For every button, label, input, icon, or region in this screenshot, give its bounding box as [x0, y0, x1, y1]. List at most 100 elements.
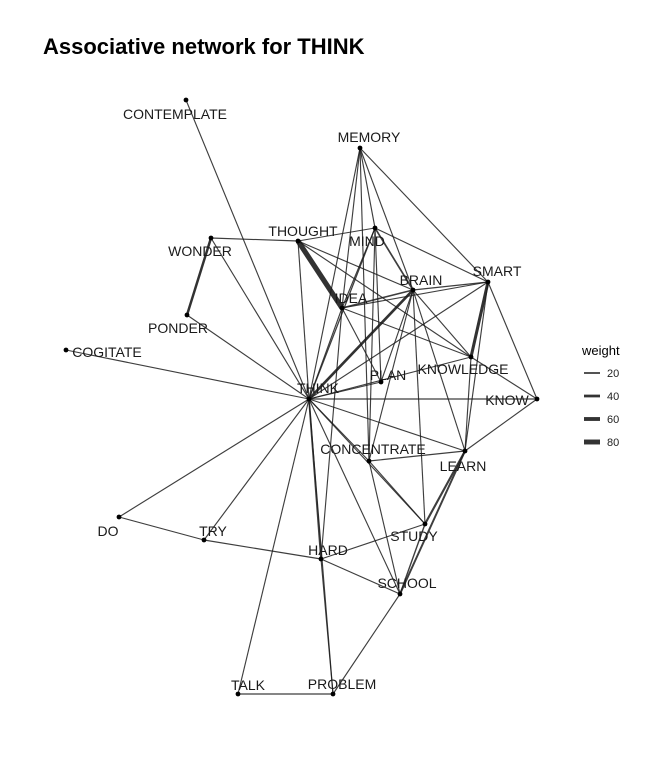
node-ponder: [184, 312, 190, 318]
edge-memory-idea: [341, 147, 361, 309]
edge-try-hard: [203, 539, 322, 560]
node-talk: [235, 691, 241, 697]
edge-think-thought: [297, 240, 310, 400]
node-do: [116, 514, 122, 520]
node-wonder: [208, 235, 214, 241]
edge-hard-problem: [320, 558, 334, 695]
legend-label-40: 40: [607, 391, 619, 403]
node-label-talk: TALK: [231, 677, 266, 693]
node-label-memory: MEMORY: [338, 129, 401, 145]
weight-legend: weight 20 40 60 80: [581, 343, 620, 449]
edge-study-hard: [320, 523, 426, 560]
chart-title: Associative network for THINK: [43, 34, 365, 59]
node-label-concentrate: CONCENTRATE: [320, 441, 426, 457]
edge-smart-know: [487, 281, 538, 400]
edge-memory-brain: [359, 147, 414, 291]
node-label-plan: PLAN: [370, 367, 407, 383]
edge-think-contemplate: [185, 99, 310, 400]
edge-think-do: [118, 398, 310, 518]
legend-items: 20 40 60 80: [584, 368, 619, 449]
edge-think-school: [308, 398, 401, 595]
edge-knowledge-learn: [464, 356, 472, 452]
node-hard: [318, 556, 324, 562]
edge-hard-school: [320, 558, 401, 595]
nodes-layer: [63, 97, 540, 697]
node-label-study: STUDY: [390, 528, 438, 544]
edge-do-try: [118, 516, 205, 541]
edge-think-talk: [237, 398, 310, 695]
node-label-mind: MIND: [349, 233, 385, 249]
edge-concentrate-study: [368, 460, 426, 525]
edge-think-idea: [308, 307, 343, 400]
edge-study-school: [399, 523, 426, 595]
legend-label-80: 80: [607, 437, 619, 449]
node-smart: [485, 279, 491, 285]
legend-label-20: 20: [607, 368, 619, 380]
edge-wonder-ponder: [185, 237, 213, 316]
node-label-school: SCHOOL: [377, 575, 436, 591]
edge-brain-concentrate: [368, 289, 414, 462]
node-label-wonder: WONDER: [168, 243, 232, 259]
node-study: [422, 521, 428, 527]
edge-thought-wonder: [210, 237, 299, 242]
node-problem: [330, 691, 336, 697]
edge-learn-study: [424, 450, 466, 525]
node-label-try: TRY: [199, 523, 227, 539]
edge-smart-knowledge: [469, 281, 490, 358]
node-thought: [295, 238, 301, 244]
node-learn: [462, 448, 468, 454]
node-label-smart: SMART: [473, 263, 522, 279]
edge-mind-concentrate: [368, 227, 376, 462]
edge-concentrate-school: [368, 460, 401, 595]
edge-brain-learn: [412, 289, 466, 452]
edge-idea-hard: [320, 307, 343, 560]
node-think: [306, 396, 312, 402]
legend-label-60: 60: [607, 414, 619, 426]
edge-brain-smart: [412, 281, 489, 291]
node-label-brain: BRAIN: [400, 272, 443, 288]
legend-title: weight: [581, 343, 620, 358]
node-brain: [410, 287, 416, 293]
edge-concentrate-learn: [368, 450, 466, 462]
edge-brain-idea: [341, 289, 414, 309]
node-label-idea: IDEA: [335, 290, 368, 306]
node-mind: [372, 225, 378, 231]
edge-think-smart: [308, 281, 489, 400]
node-cogitate: [63, 347, 69, 353]
node-knowledge: [468, 354, 474, 360]
node-idea: [339, 305, 345, 311]
edge-knowledge-know: [470, 356, 538, 400]
node-school: [397, 591, 403, 597]
edge-thought-idea: [295, 239, 345, 310]
edge-idea-knowledge: [341, 307, 472, 358]
edge-brain-knowledge: [412, 289, 472, 358]
node-label-do: DO: [98, 523, 119, 539]
node-label-hard: HARD: [308, 542, 348, 558]
node-label-contemplate: CONTEMPLATE: [123, 106, 227, 122]
node-contemplate: [183, 97, 189, 103]
edge-mind-idea: [341, 227, 376, 309]
node-memory: [357, 145, 363, 151]
node-label-knowledge: KNOWLEDGE: [417, 361, 508, 377]
edge-know-learn: [464, 398, 538, 452]
edge-think-learn: [308, 398, 466, 452]
edge-think-cogitate: [65, 349, 310, 400]
edge-think-try: [203, 398, 310, 541]
edges-layer: [65, 99, 538, 695]
node-label-thought: THOUGHT: [268, 223, 338, 239]
edge-smart-learn: [464, 281, 489, 452]
node-label-cogitate: COGITATE: [72, 344, 141, 360]
node-label-think: THINK: [297, 380, 340, 396]
edge-think-ponder: [186, 314, 310, 400]
edge-thought-brain: [297, 240, 414, 291]
node-concentrate: [366, 458, 372, 464]
edge-mind-smart: [374, 227, 489, 283]
edge-mind-brain: [374, 227, 414, 291]
edge-problem-school: [332, 593, 401, 695]
edge-memory-smart: [359, 147, 489, 283]
node-label-learn: LEARN: [440, 458, 487, 474]
node-label-ponder: PONDER: [148, 320, 208, 336]
edge-idea-plan: [341, 307, 382, 383]
edge-learn-school: [399, 450, 466, 595]
